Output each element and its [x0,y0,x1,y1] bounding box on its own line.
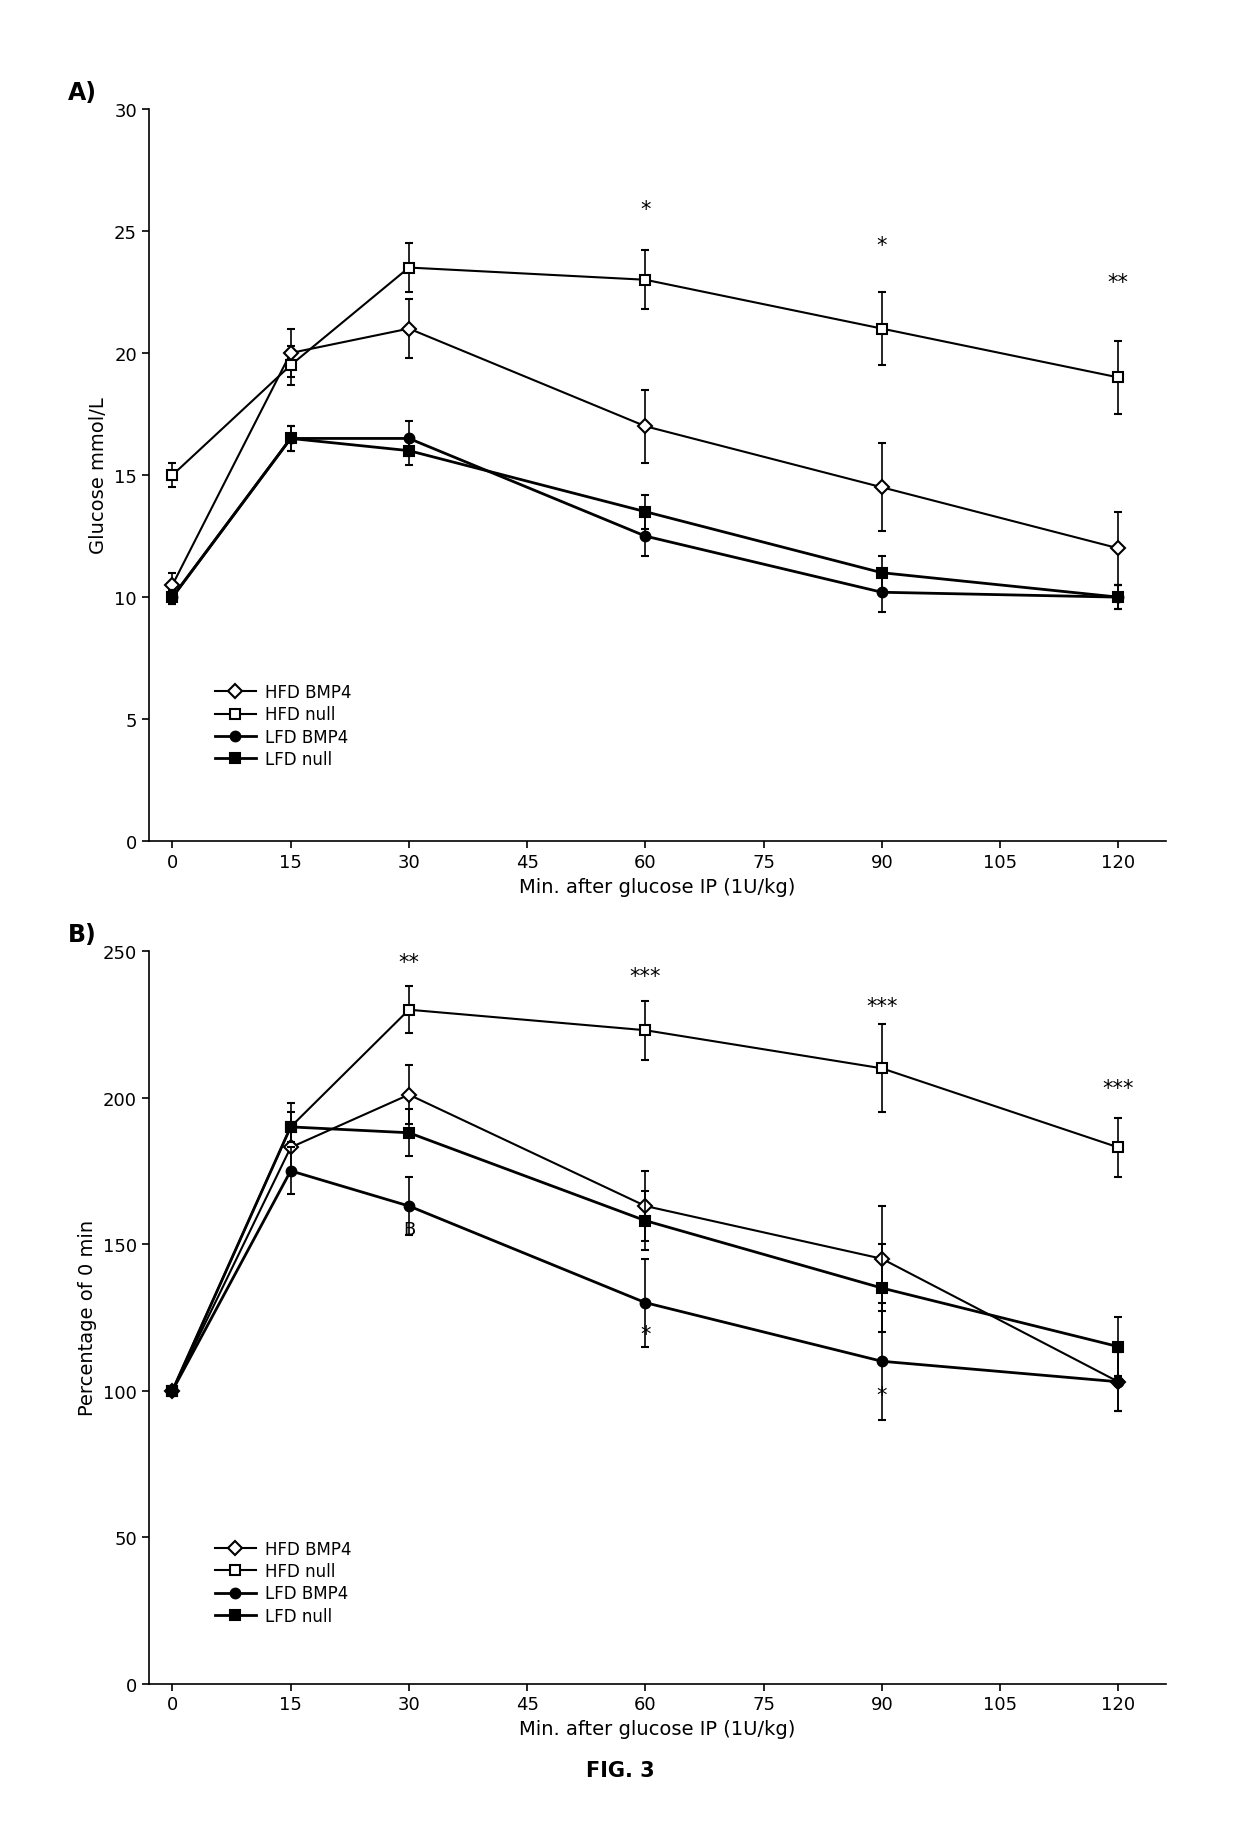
Text: ***: *** [630,966,661,986]
Y-axis label: Glucose mmol/L: Glucose mmol/L [89,397,108,554]
Text: *: * [877,1385,887,1405]
Text: *: * [640,199,651,220]
Y-axis label: Percentage of 0 min: Percentage of 0 min [78,1219,97,1416]
Text: **: ** [1107,273,1128,293]
Text: *: * [877,236,887,256]
Text: FIG. 3: FIG. 3 [585,1760,655,1779]
X-axis label: Min. after glucose IP (1U/kg): Min. after glucose IP (1U/kg) [520,1718,795,1738]
Text: ***: *** [1102,1078,1135,1098]
Text: A): A) [67,81,97,104]
X-axis label: Min. after glucose IP (1U/kg): Min. after glucose IP (1U/kg) [520,877,795,897]
Text: B: B [403,1221,415,1239]
Text: **: ** [398,952,419,972]
Text: *: * [640,1323,651,1343]
Text: ***: *** [866,996,898,1016]
Legend: HFD BMP4, HFD null, LFD BMP4, LFD null: HFD BMP4, HFD null, LFD BMP4, LFD null [208,1534,358,1631]
Text: B): B) [67,922,97,946]
Legend: HFD BMP4, HFD null, LFD BMP4, LFD null: HFD BMP4, HFD null, LFD BMP4, LFD null [208,677,358,774]
